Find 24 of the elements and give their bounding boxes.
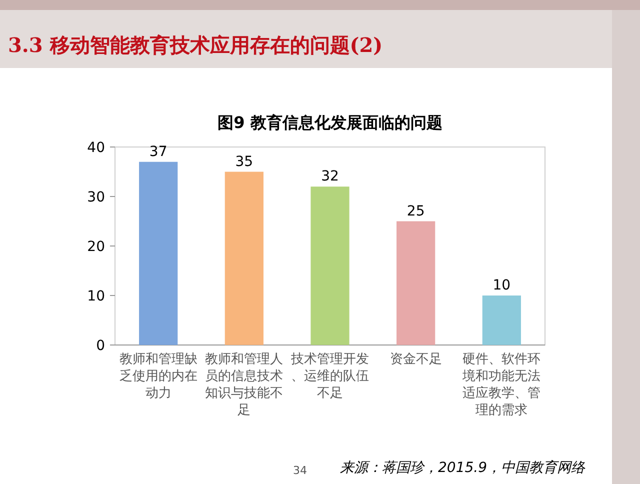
bar bbox=[224, 172, 264, 345]
bar bbox=[482, 296, 521, 345]
x-tick-label: 硬件、软件环境和功能无法适应教学、管理的需求 bbox=[462, 352, 541, 418]
y-tick-label: 30 bbox=[87, 189, 105, 206]
x-tick-label: 资金不足 bbox=[390, 352, 442, 367]
bar bbox=[310, 186, 350, 345]
y-tick-label: 0 bbox=[96, 338, 105, 354]
chart-subtitle: 图9 教育信息化发展面临的问题 bbox=[218, 113, 442, 132]
data-label: 37 bbox=[149, 144, 168, 160]
data-label: 10 bbox=[492, 278, 511, 294]
data-label: 35 bbox=[235, 154, 254, 170]
data-label: 32 bbox=[321, 168, 339, 185]
y-tick-label: 20 bbox=[87, 238, 105, 255]
bar bbox=[396, 221, 436, 345]
x-tick-label: 教师和管理缺乏使用的内在动力 bbox=[119, 352, 198, 401]
x-tick-label: 技术管理开发、运维的队伍不足 bbox=[290, 352, 369, 401]
chart-title: 3.3 移动智能教育技术应用存在的问题(2) bbox=[8, 33, 383, 57]
x-tick-label: 教师和管理人员的信息技术知识与技能不足 bbox=[205, 352, 284, 418]
bar bbox=[139, 162, 178, 345]
y-tick-label: 40 bbox=[87, 140, 105, 156]
text: 34 bbox=[293, 464, 307, 477]
data-label: 25 bbox=[406, 203, 425, 220]
y-tick-label: 10 bbox=[87, 288, 105, 304]
source-note: 来源：蒋国珍，2015.9，中国教育网络 bbox=[340, 459, 586, 476]
